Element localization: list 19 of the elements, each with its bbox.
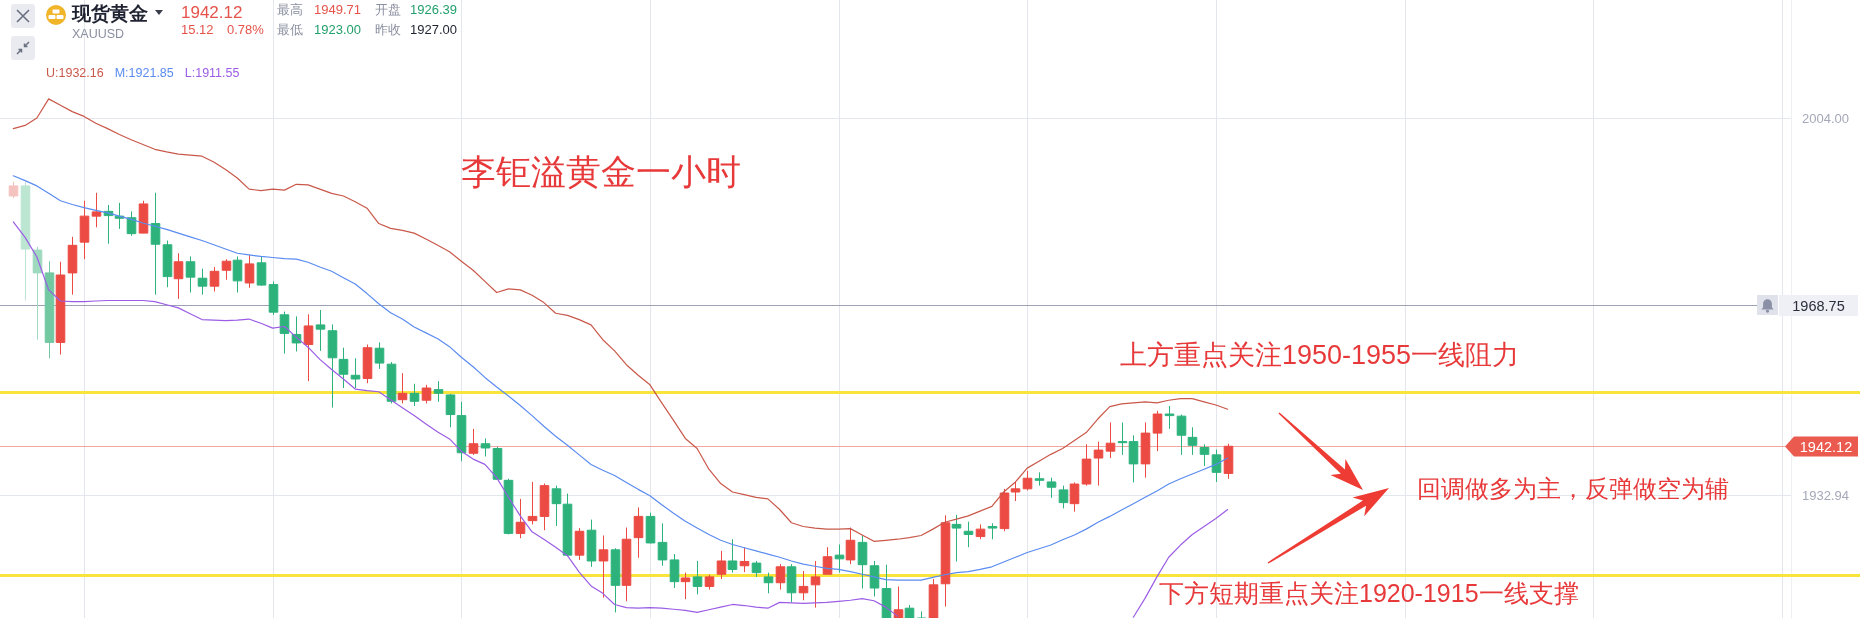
annotation: 回调做多为主，反弹做空为辅 [1417, 474, 1729, 502]
annotation: 1968.75 [1779, 295, 1858, 316]
annotation: 最高 [277, 3, 303, 17]
annotation: 1923.00 [314, 22, 361, 37]
annotation: 1927.00 [410, 22, 457, 37]
annotation: XAUUSD [72, 27, 125, 41]
annotation: 1942.12 [1785, 436, 1858, 457]
annotation: 0.78% [227, 22, 264, 37]
annotation: 下方短期重点关注1920-1915一线支撑 [1159, 578, 1579, 607]
annotation: 15.12 [181, 22, 214, 37]
annotation: 现货黄金 [72, 3, 148, 24]
annotation: 最低 [277, 23, 303, 37]
title: 李钜溢黄金一小时 [461, 152, 741, 191]
annotation: 1942.12 [181, 2, 243, 22]
annotation: 昨收 [374, 23, 401, 37]
annotation: 上方重点关注1950-1955一线阻力 [1120, 340, 1520, 371]
annotation: 1926.39 [410, 2, 457, 17]
annotation: 开盘 [374, 3, 401, 17]
annotation: 1949.71 [314, 2, 361, 17]
